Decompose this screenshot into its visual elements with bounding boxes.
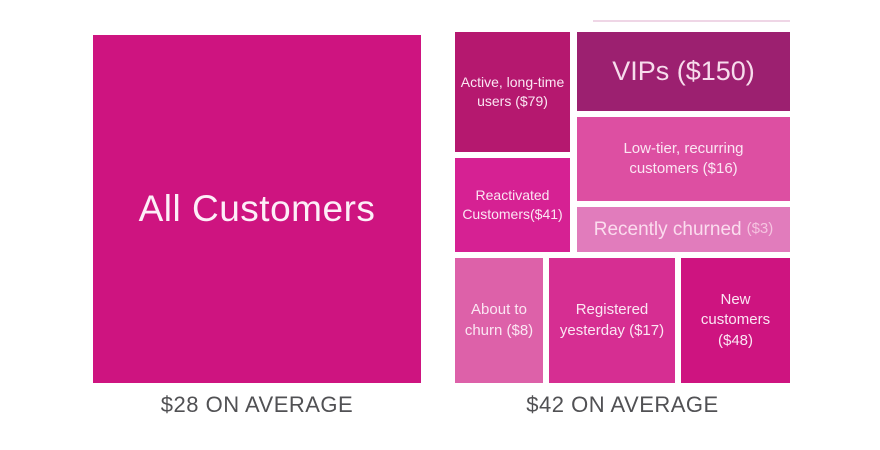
cropped-tile-sliver [593, 20, 790, 22]
tile-recently-churned-label: Recently churned [593, 218, 742, 240]
tile-lowtier-recurring-customers-label: Low-tier, recurring customers ($16) [623, 139, 744, 177]
tile-vips: VIPs ($150) [577, 32, 790, 111]
tile-new-customers: New customers ($48) [681, 258, 790, 383]
tile-active-longtime-users-label: Active, long-time users ($79) [460, 74, 565, 109]
tile-registered-yesterday: Registered yesterday ($17) [549, 258, 675, 383]
tile-all-customers-label: All Customers [138, 188, 376, 230]
tile-reactivated-customers-label: Reactivated Customers($41) [462, 187, 563, 222]
tile-lowtier-recurring-customers: Low-tier, recurring customers ($16) [577, 117, 790, 201]
tile-active-longtime-users: Active, long-time users ($79) [455, 32, 570, 152]
tile-all-customers: All Customers [93, 35, 421, 383]
tile-about-to-churn: About to churn ($8) [455, 258, 543, 383]
left-average-caption: $28 ON AVERAGE [160, 392, 354, 417]
tile-recently-churned-value: ($3) [746, 220, 774, 238]
right-average-caption: $42 ON AVERAGE [526, 392, 719, 417]
tile-vips-label: VIPs ($150) [612, 56, 755, 87]
tile-recently-churned: Recently churned ($3) [577, 207, 790, 252]
tile-about-to-churn-label: About to churn ($8) [464, 301, 534, 339]
tile-reactivated-customers: Reactivated Customers($41) [455, 158, 570, 252]
tile-registered-yesterday-label: Registered yesterday ($17) [559, 301, 665, 339]
tile-new-customers-label: New customers ($48) [700, 291, 771, 349]
